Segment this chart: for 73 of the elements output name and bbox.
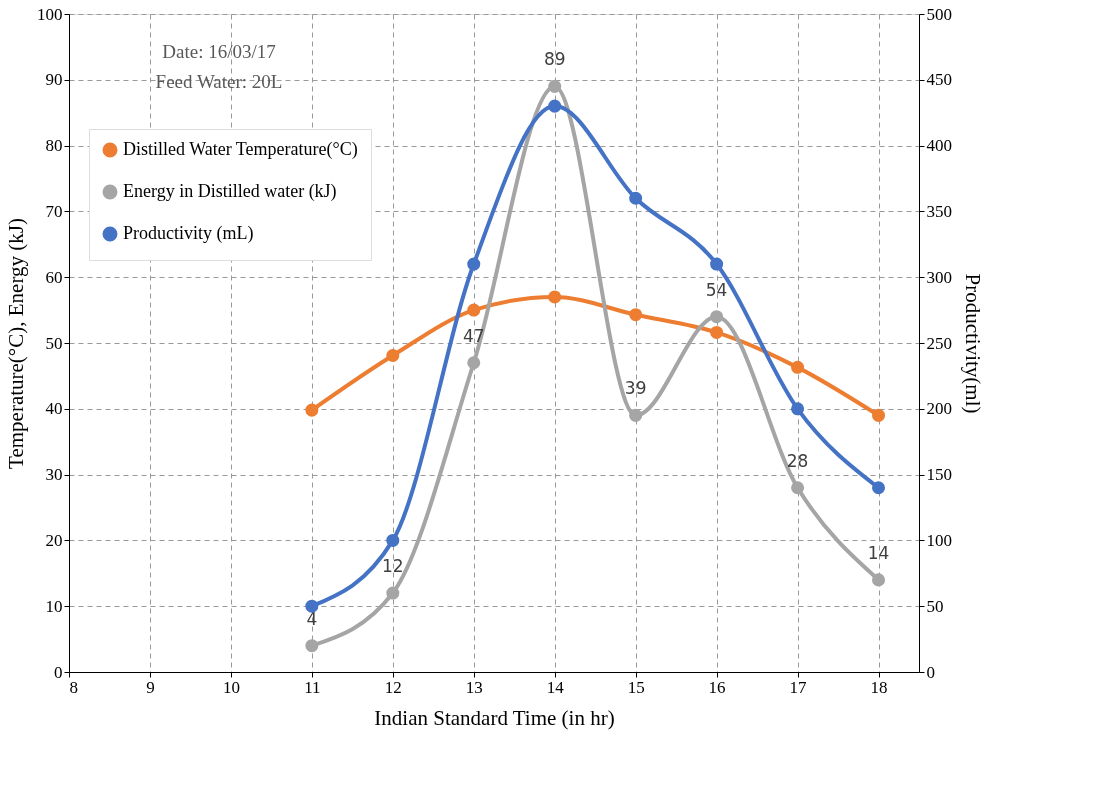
y-tick-label: 80	[45, 136, 63, 156]
x-axis-title: Indian Standard Time (in hr)	[374, 705, 615, 730]
point	[629, 191, 643, 205]
point	[305, 639, 319, 653]
point	[710, 325, 724, 339]
y2-tick-label: 400	[926, 136, 952, 156]
y-tick-label: 30	[45, 465, 63, 485]
y-tick-label: 90	[45, 70, 63, 90]
y2-tick-label: 150	[926, 465, 952, 485]
y-tick-label: 10	[45, 596, 63, 616]
x-tick-label: 11	[304, 677, 321, 697]
x-tick-label: 13	[465, 677, 483, 697]
x-tick-label: 16	[708, 677, 726, 697]
data-label: 4	[306, 608, 318, 629]
point	[386, 586, 400, 600]
y2-tick-label: 350	[926, 201, 952, 221]
point	[872, 481, 886, 495]
y-axis-title: Temperature(°C), Energy (kJ)	[4, 218, 28, 469]
x-tick-label: 8	[69, 677, 78, 697]
data-label: 28	[786, 450, 809, 471]
point	[629, 308, 643, 322]
point	[791, 360, 805, 374]
y-tick-label: 20	[45, 530, 63, 550]
point	[629, 408, 643, 422]
point	[791, 402, 805, 416]
point	[791, 481, 805, 495]
point	[467, 356, 481, 370]
y-tick-label: 40	[45, 399, 63, 419]
point	[467, 303, 481, 317]
y2-tick-label: 300	[926, 267, 952, 287]
point	[386, 349, 400, 363]
y2-tick-label: 0	[926, 662, 935, 682]
x-tick-label: 14	[546, 677, 565, 697]
point	[548, 99, 562, 113]
y2-tick-label: 500	[926, 4, 952, 24]
data-label: 39	[624, 378, 647, 399]
y2-tick-label: 100	[926, 530, 952, 550]
point	[548, 290, 562, 304]
data-label: 14	[867, 542, 890, 563]
point	[872, 573, 886, 587]
point	[305, 403, 319, 417]
point	[305, 599, 319, 613]
point	[467, 257, 481, 271]
x-tick-label: 9	[146, 677, 155, 697]
y2-tick-label: 450	[926, 70, 952, 90]
point	[548, 79, 562, 93]
y2-tick-label: 200	[926, 399, 952, 419]
point	[710, 257, 724, 271]
y2-tick-label: 50	[926, 596, 944, 616]
x-tick-label: 18	[870, 677, 888, 697]
point	[710, 310, 724, 324]
y2-tick-label: 250	[926, 333, 952, 353]
y-tick-label: 60	[45, 267, 63, 287]
x-tick-label: 17	[789, 677, 808, 697]
x-tick-label: 12	[384, 677, 402, 697]
x-tick-label: 15	[627, 677, 645, 697]
point	[386, 533, 400, 547]
annotation: Date: 16/03/17	[162, 41, 276, 62]
legend-label: Distilled Water Temperature(°C)	[123, 139, 358, 160]
annotation: Feed Water: 20L	[155, 71, 283, 92]
y-tick-label: 100	[37, 4, 63, 24]
y-tick-label: 0	[54, 662, 63, 682]
y-tick-label: 70	[45, 201, 63, 221]
data-label: 89	[543, 49, 566, 70]
data-label: 47	[462, 325, 485, 346]
legend-label: Productivity (mL)	[123, 223, 254, 244]
point	[872, 408, 886, 422]
legend-label: Energy in Distilled water (kJ)	[123, 181, 337, 202]
data-label: 12	[381, 556, 404, 577]
x-tick-label: 10	[222, 677, 240, 697]
y-tick-label: 50	[45, 333, 63, 353]
y2-axis-title: Productivity(ml)	[961, 273, 985, 414]
data-label: 54	[705, 279, 728, 300]
